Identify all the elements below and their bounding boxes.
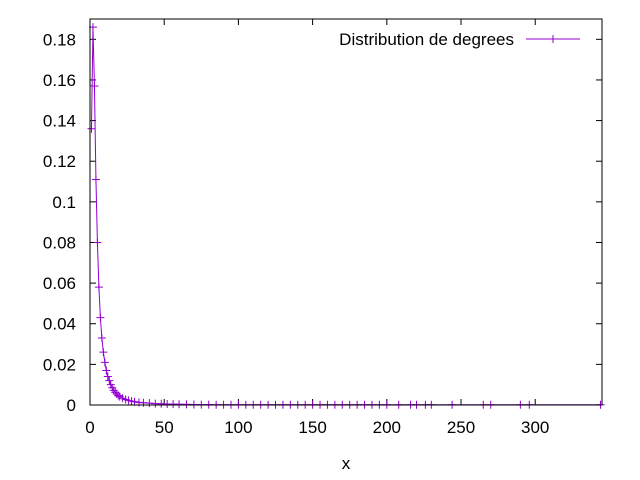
- x-tick-label: 50: [155, 418, 174, 437]
- plot-frame: [89, 18, 603, 406]
- x-axis-label: x: [342, 454, 351, 473]
- data-point: [130, 397, 139, 406]
- plot-series: [87, 23, 605, 409]
- y-tick-label: 0.1: [52, 193, 76, 212]
- y-tick-label: 0.18: [43, 30, 76, 49]
- series-line: [90, 27, 601, 406]
- data-point: [189, 400, 198, 409]
- y-tick-label: 0.06: [43, 274, 76, 293]
- y-tick-label: 0.02: [43, 355, 76, 374]
- data-point: [87, 124, 96, 133]
- data-point: [103, 372, 112, 381]
- y-tick-label: 0.14: [43, 112, 76, 131]
- x-tick-label: 0: [85, 418, 94, 437]
- data-point: [182, 400, 191, 409]
- y-tick-label: 0.08: [43, 233, 76, 252]
- data-point: [90, 82, 99, 91]
- x-tick-label: 250: [447, 418, 475, 437]
- data-point: [99, 348, 108, 357]
- x-tick-label: 200: [373, 418, 401, 437]
- data-point: [96, 313, 105, 322]
- y-tick-label: 0: [67, 396, 76, 415]
- x-tick-label: 100: [224, 418, 252, 437]
- legend-label: Distribution de degrees: [339, 30, 514, 49]
- x-axis: 0 50 100 150 200 250 300: [85, 19, 549, 437]
- y-axis: 0 0.02 0.04 0.06 0.08 0.1 0.12 0.14 0.16 0.18: [43, 30, 602, 415]
- x-tick-label: 150: [298, 418, 326, 437]
- data-point: [97, 333, 106, 342]
- y-tick-label: 0.12: [43, 152, 76, 171]
- x-tick-label: 300: [521, 418, 549, 437]
- data-point: [94, 283, 103, 292]
- y-tick-label: 0.04: [43, 315, 76, 334]
- y-tick-label: 0.16: [43, 71, 76, 90]
- legend-marker: [549, 35, 557, 43]
- data-point: [114, 391, 123, 400]
- data-point: [93, 238, 102, 247]
- data-point: [105, 376, 114, 385]
- data-point: [102, 366, 111, 375]
- legend: Distribution de degrees: [339, 30, 580, 49]
- data-point: [175, 400, 184, 409]
- data-point: [91, 175, 100, 184]
- data-point: [100, 358, 109, 367]
